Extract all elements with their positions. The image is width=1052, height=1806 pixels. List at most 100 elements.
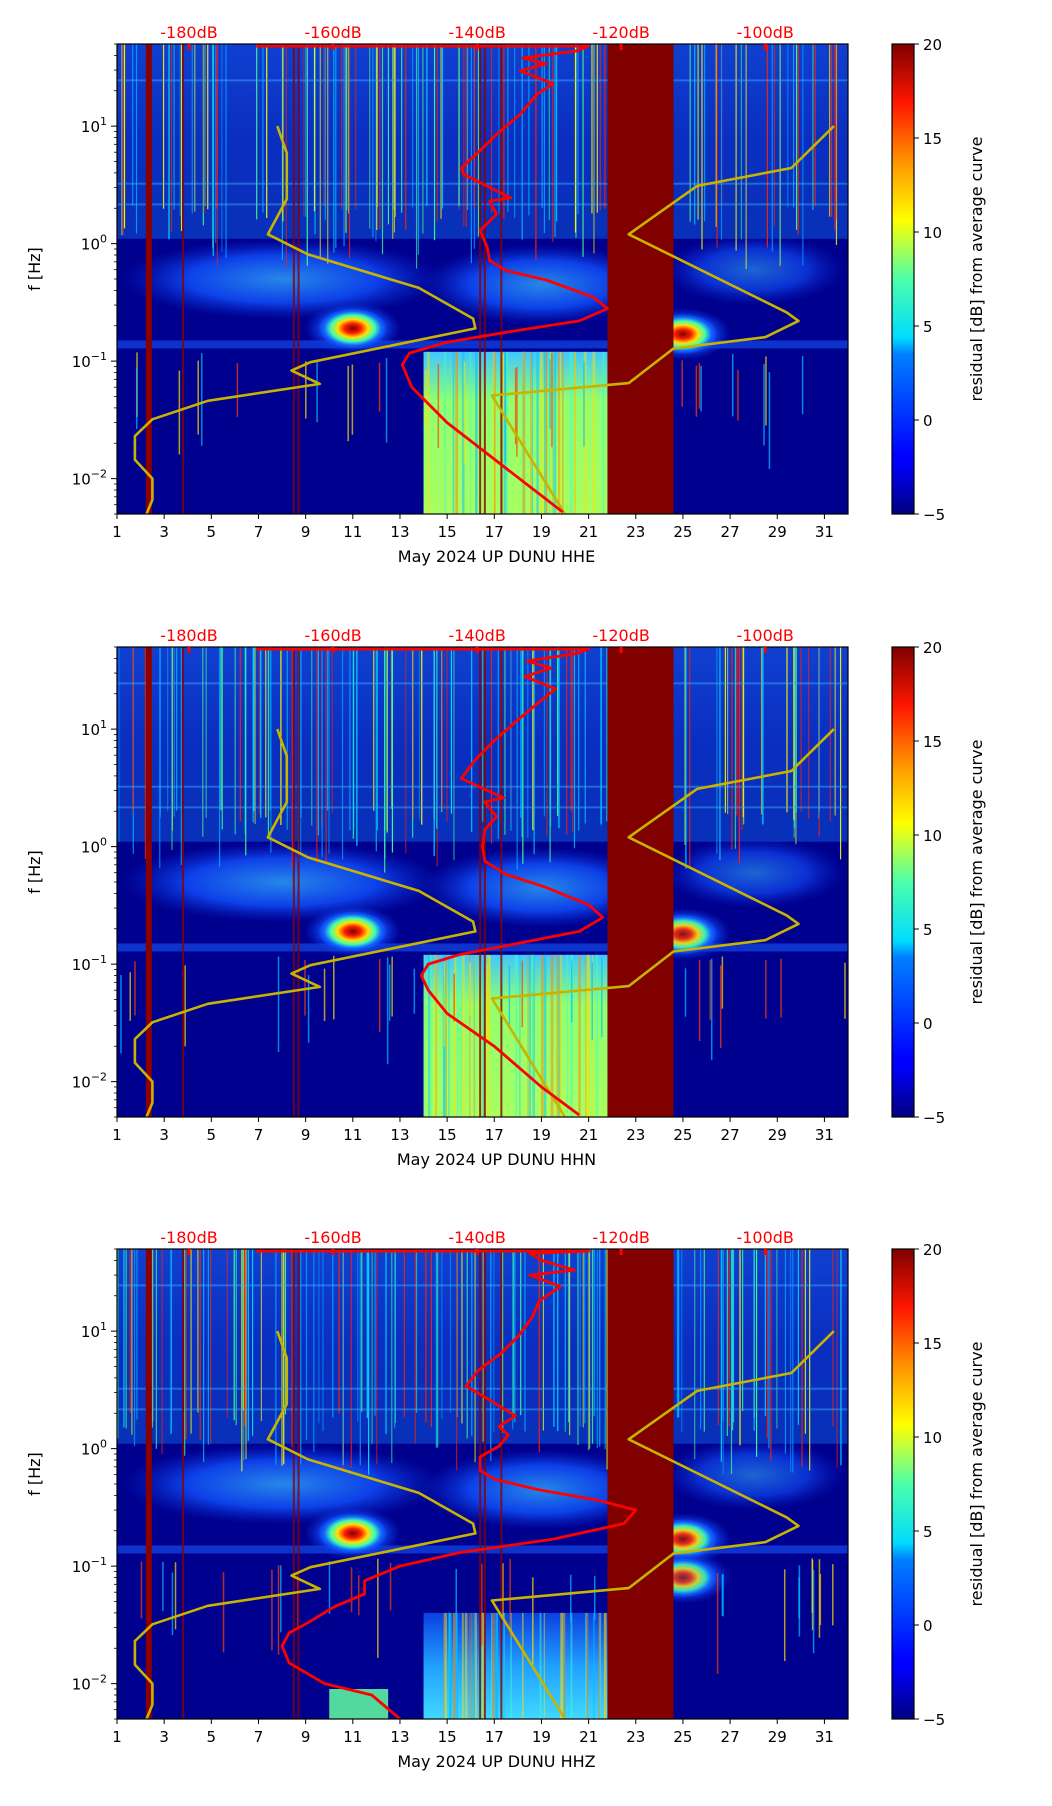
transient-streak	[465, 44, 467, 227]
transient-streak	[376, 1249, 378, 1465]
transient-streak	[207, 44, 209, 210]
broadband-streak	[543, 1612, 545, 1719]
earthquake-spike	[698, 959, 701, 1042]
data-gap-line	[182, 1249, 185, 1719]
transient-streak	[606, 647, 608, 822]
colorbar-tick-label: 5	[923, 921, 933, 939]
broadband-streak	[531, 954, 534, 1117]
colorbar-tick-label: 0	[923, 412, 933, 430]
high-frequency-band	[117, 44, 848, 239]
transient-streak	[741, 647, 743, 830]
earthquake-spike	[162, 1561, 164, 1611]
transient-streak	[375, 647, 377, 852]
data-gap-band	[607, 1249, 674, 1719]
transient-streak	[577, 1249, 579, 1445]
transient-streak	[167, 647, 169, 812]
broadband-streak	[490, 1612, 493, 1719]
transient-streak	[247, 1249, 249, 1441]
transient-streak	[498, 44, 500, 214]
transient-streak	[577, 44, 579, 215]
secondary-microseism-band	[117, 340, 848, 349]
transient-streak	[449, 1249, 452, 1413]
transient-streak	[566, 647, 568, 835]
transient-streak	[604, 44, 606, 209]
x-tick-label: 21	[579, 1126, 598, 1144]
transient-streak	[135, 44, 138, 234]
colorbar-tick-label: 10	[923, 1429, 942, 1447]
transient-streak	[123, 1249, 125, 1428]
x-tick-label: 29	[768, 523, 787, 541]
y-tick-base: 10	[72, 1074, 91, 1092]
transient-streak	[284, 1249, 287, 1415]
data-gap-line	[479, 647, 482, 1117]
colorbar-tick-label: 5	[923, 318, 933, 336]
transient-streak	[335, 44, 337, 248]
x-tick-label: 9	[301, 523, 311, 541]
broadband-streak	[452, 351, 455, 514]
earthquake-spike	[489, 955, 491, 1042]
db-tick-label: -180dB	[160, 626, 217, 645]
db-tick-label: -120dB	[592, 1228, 649, 1247]
db-tick-label: -160dB	[304, 1228, 361, 1247]
transient-streak	[212, 44, 214, 256]
transient-streak	[755, 1249, 758, 1457]
y-tick-label: 101	[81, 1320, 107, 1341]
transient-streak	[450, 647, 453, 814]
y-tick-exponent: 1	[100, 1320, 107, 1333]
broadband-streak	[548, 351, 551, 514]
transient-streak	[131, 1249, 133, 1435]
earthquake-spike	[328, 1561, 331, 1614]
transient-streak	[394, 44, 396, 217]
broadband-streak	[560, 1612, 563, 1719]
transient-streak	[221, 44, 223, 252]
transient-streak	[482, 1249, 484, 1442]
earthquake-spike	[425, 370, 427, 427]
x-tick-label: 19	[532, 523, 551, 541]
transient-streak	[151, 1249, 153, 1428]
transient-streak	[405, 44, 407, 230]
microseism-haze	[663, 1439, 844, 1510]
transient-streak	[604, 1249, 606, 1450]
y-tick-label: 101	[81, 115, 107, 136]
transient-streak	[190, 1249, 192, 1434]
transient-streak	[393, 44, 395, 233]
x-tick-label: 11	[343, 523, 362, 541]
transient-streak	[226, 1249, 228, 1418]
earthquake-spike	[277, 956, 280, 1052]
x-tick-label: 25	[673, 1728, 692, 1746]
broadband-streak	[474, 1612, 477, 1719]
broadband-streak	[552, 351, 554, 514]
transient-streak	[254, 647, 256, 825]
transient-streak	[266, 44, 268, 219]
colorbar-tick-label: 20	[923, 36, 942, 54]
x-tick-label: 5	[207, 523, 217, 541]
x-tick-label: 23	[626, 1126, 645, 1144]
transient-streak	[554, 44, 556, 238]
transient-streak	[173, 44, 175, 210]
transient-streak	[521, 44, 523, 240]
event-blob	[318, 911, 387, 952]
transient-streak	[800, 647, 802, 812]
colorbar-tick-label: 0	[923, 1015, 933, 1033]
transient-streak	[490, 44, 493, 213]
transient-streak	[418, 647, 421, 820]
transient-streak	[327, 44, 329, 264]
earthquake-spike	[801, 355, 804, 415]
transient-streak	[510, 647, 512, 831]
transient-streak	[394, 1249, 396, 1429]
x-tick-label: 1	[112, 523, 122, 541]
y-tick-exponent: −2	[91, 1071, 107, 1084]
transient-streak	[333, 44, 335, 253]
transient-streak	[133, 1249, 136, 1446]
earthquake-spike	[681, 360, 683, 407]
transient-streak	[441, 647, 443, 811]
earthquake-spike	[197, 360, 199, 435]
earthquake-spike	[601, 957, 603, 1038]
transient-streak	[606, 1249, 608, 1470]
transient-streak	[728, 1249, 730, 1427]
transient-streak	[716, 647, 718, 854]
transient-streak	[384, 647, 386, 873]
colorbar-label: residual [dB] from average curve	[967, 137, 986, 402]
transient-streak	[584, 1249, 586, 1424]
transient-streak	[311, 647, 313, 826]
